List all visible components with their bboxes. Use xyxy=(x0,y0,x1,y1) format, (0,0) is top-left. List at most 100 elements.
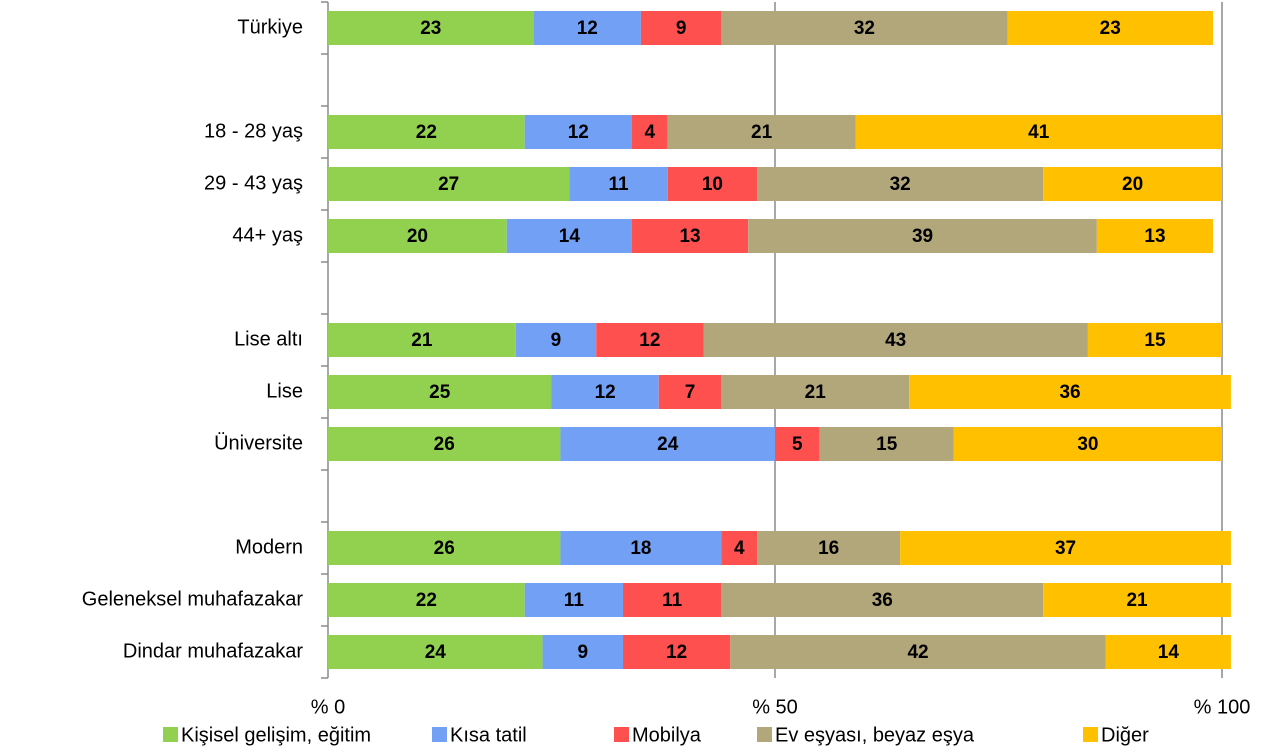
bar-segment xyxy=(328,323,516,357)
data-label: 27 xyxy=(438,174,459,195)
data-label: 11 xyxy=(662,590,683,611)
bar-segment xyxy=(328,427,561,461)
bar-segment xyxy=(1105,635,1231,669)
y-tick-label: 18 - 28 yaş xyxy=(204,120,303,142)
data-label: 20 xyxy=(407,226,428,247)
bar-segment xyxy=(623,583,722,617)
bar-segment xyxy=(328,11,534,45)
data-label: 15 xyxy=(1144,330,1166,351)
bar-segment xyxy=(1096,219,1214,253)
bar-segment xyxy=(748,219,1097,253)
bar-segment xyxy=(667,167,758,201)
bar-segment xyxy=(640,11,722,45)
bar-segment xyxy=(757,167,1044,201)
bar-segment xyxy=(551,375,659,409)
data-label: 12 xyxy=(639,330,660,351)
data-label: 12 xyxy=(568,122,589,143)
bar-segment xyxy=(328,635,543,669)
bar-segment xyxy=(775,427,820,461)
bar-segment xyxy=(623,635,731,669)
bar-segment xyxy=(909,375,1231,409)
bar-segment xyxy=(596,323,704,357)
data-label: 41 xyxy=(1028,122,1050,143)
x-tick-label: % 50 xyxy=(752,696,798,718)
data-label: 12 xyxy=(666,642,687,663)
legend-label: Diğer xyxy=(1101,724,1149,746)
bar-segment xyxy=(533,11,641,45)
data-label: 30 xyxy=(1077,434,1098,455)
bar-segment xyxy=(721,531,758,565)
y-tick-label: 44+ yaş xyxy=(232,224,303,246)
legend-label: Ev eşyası, beyaz eşya xyxy=(775,724,975,746)
y-tick-label: Lise xyxy=(266,380,303,402)
data-label: 4 xyxy=(645,122,656,143)
legend-label: Kişisel gelişim, eğitim xyxy=(181,724,371,746)
bar-segment xyxy=(819,427,954,461)
y-tick-label: Geleneksel muhafazakar xyxy=(82,588,304,610)
y-tick-label: Lise altı xyxy=(234,328,303,350)
bar-segment xyxy=(658,375,722,409)
data-label: 16 xyxy=(818,538,839,559)
bar-segment xyxy=(900,531,1231,565)
bar-segment xyxy=(524,583,624,617)
data-label: 32 xyxy=(890,174,911,195)
bar-segment xyxy=(631,115,668,149)
bar-segment xyxy=(328,167,570,201)
data-label: 14 xyxy=(1158,642,1180,663)
bar-segment xyxy=(1007,11,1214,45)
data-label: 4 xyxy=(734,538,745,559)
bar-segment xyxy=(569,167,668,201)
data-label: 9 xyxy=(676,18,687,39)
bar-segment xyxy=(721,11,1008,45)
y-tick-label: Türkiye xyxy=(237,16,303,38)
data-label: 36 xyxy=(1059,382,1080,403)
bar-segment xyxy=(953,427,1222,461)
x-tick-label: % 0 xyxy=(311,696,345,718)
legend-swatch xyxy=(432,727,447,742)
data-label: 26 xyxy=(434,434,455,455)
bar-segment xyxy=(328,583,525,617)
bar-segment xyxy=(1043,583,1231,617)
legend-label: Mobilya xyxy=(632,724,702,746)
data-label: 9 xyxy=(551,330,562,351)
y-tick-label: Modern xyxy=(235,536,303,558)
bar-segment xyxy=(721,375,910,409)
data-label: 36 xyxy=(872,590,893,611)
data-label: 23 xyxy=(420,18,441,39)
y-tick-label: Dindar muhafazakar xyxy=(123,640,303,662)
bar-segment xyxy=(730,635,1106,669)
data-label: 24 xyxy=(425,642,447,663)
data-label: 11 xyxy=(609,174,630,195)
data-label: 43 xyxy=(885,330,906,351)
bar-segment xyxy=(560,531,722,565)
data-label: 42 xyxy=(907,642,928,663)
bar-segment xyxy=(524,115,632,149)
data-label: 21 xyxy=(1126,590,1148,611)
legend-swatch xyxy=(163,727,178,742)
bar-segment xyxy=(631,219,749,253)
data-label: 22 xyxy=(416,590,437,611)
data-label: 23 xyxy=(1100,18,1121,39)
data-label: 24 xyxy=(657,434,679,455)
y-tick-label: Üniversite xyxy=(214,432,303,454)
bar-segment xyxy=(328,115,525,149)
bar-segment xyxy=(1043,167,1222,201)
data-label: 13 xyxy=(1144,226,1165,247)
data-label: 15 xyxy=(876,434,898,455)
data-label: 21 xyxy=(411,330,433,351)
data-label: 21 xyxy=(805,382,827,403)
data-label: 21 xyxy=(751,122,773,143)
data-label: 22 xyxy=(416,122,437,143)
data-label: 12 xyxy=(577,18,598,39)
bar-segment xyxy=(757,531,901,565)
bar-segment xyxy=(721,583,1044,617)
bar-segment xyxy=(328,375,552,409)
legend-label: Kısa tatil xyxy=(450,724,527,746)
bar-segment xyxy=(328,219,507,253)
bar-segment xyxy=(542,635,624,669)
bar-segment xyxy=(667,115,856,149)
bar-segment xyxy=(328,531,561,565)
data-label: 13 xyxy=(679,226,700,247)
bar-segment xyxy=(703,323,1088,357)
